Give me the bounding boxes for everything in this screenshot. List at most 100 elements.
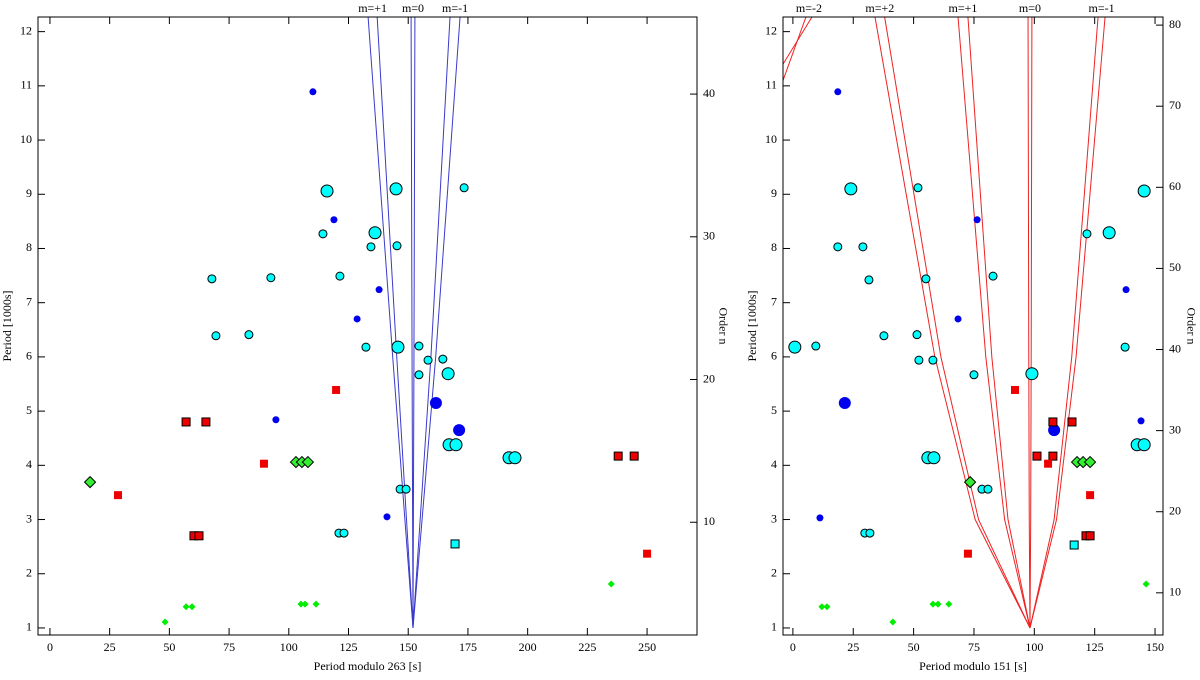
chart: 0 25 50 75 100 125 150 175 200 225 250123456789101… [0, 1, 730, 673]
point [1048, 424, 1061, 437]
point [361, 342, 371, 352]
point [928, 355, 938, 365]
point [508, 451, 522, 465]
y-tick-label: 8 [771, 240, 777, 254]
mode-curve [412, 17, 461, 628]
x-tick-label: 25 [104, 640, 116, 654]
point [818, 603, 826, 611]
y2-tick-label: 50 [1169, 260, 1181, 274]
y-tick-label: 9 [771, 186, 777, 200]
y-tick-label: 6 [771, 349, 777, 363]
point [353, 315, 361, 323]
point [366, 242, 376, 252]
point [864, 275, 874, 285]
point [858, 242, 868, 252]
x-tick-label: 250 [638, 640, 656, 654]
point [1025, 367, 1039, 381]
point [1120, 342, 1130, 352]
x-tick-label: 25 [847, 640, 859, 654]
point [438, 354, 448, 364]
point [320, 184, 334, 198]
point [453, 424, 466, 437]
point [335, 271, 345, 281]
x-tick-label: 125 [1086, 640, 1104, 654]
y2-axis-label: Order n [716, 308, 730, 345]
point [1085, 531, 1095, 541]
y-tick-label: 4 [771, 457, 777, 471]
y-tick-label: 9 [26, 186, 32, 200]
point [945, 600, 953, 608]
point [823, 603, 831, 611]
point [811, 341, 821, 351]
x-tick-label: 150 [1146, 640, 1164, 654]
point [629, 451, 639, 461]
x-tick-label: 100 [1025, 640, 1043, 654]
point [1044, 459, 1053, 468]
point [834, 88, 842, 96]
points [788, 88, 1151, 626]
mode-curve [884, 17, 1031, 629]
y-tick-label: 4 [26, 457, 32, 471]
point [391, 340, 405, 354]
point [1082, 229, 1092, 239]
point [983, 484, 993, 494]
point [607, 580, 615, 588]
y2-tick-label: 80 [1169, 17, 1181, 31]
mode-curve [957, 17, 1031, 629]
mode-curve [783, 17, 807, 81]
x-tick-label: 100 [280, 640, 298, 654]
point [423, 355, 433, 365]
point [954, 315, 962, 323]
point [969, 370, 979, 380]
point [921, 274, 931, 284]
point [1137, 184, 1151, 198]
curve-label: m=-1 [442, 1, 468, 15]
y-tick-label: 12 [765, 23, 777, 37]
x-tick-label: 175 [459, 640, 477, 654]
curve-label: m=0 [1019, 1, 1041, 15]
point [414, 341, 424, 351]
curves [367, 17, 461, 628]
plot-frame [782, 16, 1164, 636]
curves [783, 17, 1106, 629]
y2-tick-label: 20 [1169, 503, 1181, 517]
point [927, 451, 941, 465]
point [441, 367, 455, 381]
y2-tick-label: 10 [703, 514, 715, 528]
point [1122, 286, 1130, 294]
points [83, 88, 652, 626]
mode-curve [376, 17, 414, 628]
y2-tick-label: 40 [1169, 341, 1181, 355]
y-tick-label: 10 [765, 132, 777, 146]
y-tick-label: 12 [20, 23, 32, 37]
point [912, 330, 922, 340]
curve-label: m=+1 [358, 1, 387, 15]
curve-label: m=-1 [1089, 1, 1115, 15]
point [449, 438, 463, 452]
mode-curve [412, 17, 451, 628]
y-axis-label: Period [1000s] [0, 291, 14, 362]
point [643, 549, 652, 558]
y2-tick-label: 40 [703, 86, 715, 100]
point [188, 603, 196, 611]
y-axis-label: Period [1000s] [745, 291, 759, 362]
point [929, 600, 937, 608]
point [83, 475, 97, 489]
y-tick-label: 5 [771, 403, 777, 417]
point [194, 531, 204, 541]
x-tick-label: 75 [223, 640, 235, 654]
point [161, 618, 169, 626]
point [1011, 385, 1020, 394]
y-tick-label: 8 [26, 240, 32, 254]
y-tick-label: 2 [771, 565, 777, 579]
mode-curve [1027, 17, 1031, 628]
y-tick-label: 11 [765, 78, 777, 92]
y-tick-label: 2 [26, 565, 32, 579]
point [1142, 580, 1150, 588]
point [1086, 491, 1095, 500]
point [934, 600, 942, 608]
x-tick-label: 150 [399, 640, 417, 654]
y-tick-label: 10 [20, 132, 32, 146]
